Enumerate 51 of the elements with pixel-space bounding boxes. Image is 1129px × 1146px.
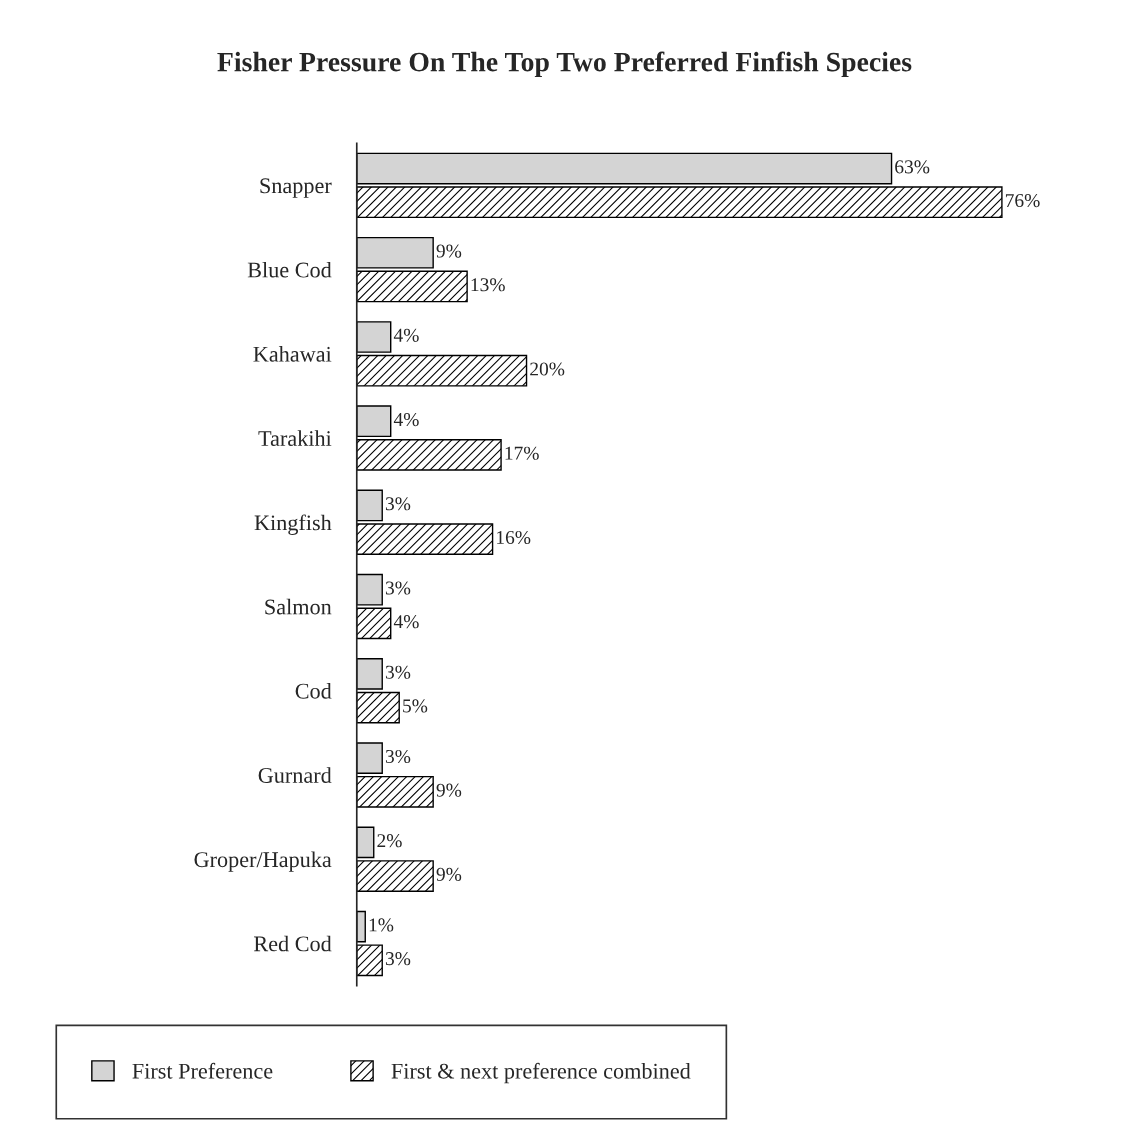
y-tick-label: Snapper xyxy=(260,178,332,198)
y-tick-label: Tarakihi xyxy=(258,430,332,446)
y-tick-label: Salmon xyxy=(265,598,332,615)
data-label: 9% xyxy=(436,244,462,258)
bar xyxy=(356,321,392,353)
bar xyxy=(356,944,383,977)
y-tick-label: Gurnard xyxy=(258,767,332,783)
data-label: 1% xyxy=(369,918,394,932)
data-label: 5% xyxy=(403,699,428,713)
data-label: 9% xyxy=(436,867,462,881)
bar xyxy=(356,186,1003,219)
bar xyxy=(356,489,383,522)
bar xyxy=(356,775,434,808)
bar xyxy=(356,523,494,555)
data-label: 3% xyxy=(385,665,411,679)
chart-title: Fisher Pressure On The Top Two Preferred Finfish Species xyxy=(217,51,912,78)
data-label: 3% xyxy=(385,952,411,966)
data-label: 3% xyxy=(385,581,411,595)
bar xyxy=(356,439,502,471)
bar xyxy=(356,860,434,892)
bar xyxy=(356,270,468,303)
data-label: 76% xyxy=(1005,193,1040,208)
data-label: 16% xyxy=(497,530,531,545)
data-label: 2% xyxy=(377,834,402,848)
bar xyxy=(356,152,893,185)
legend-label: First & next preference combined xyxy=(391,1062,691,1084)
data-label: 4% xyxy=(393,412,419,427)
data-label: 3% xyxy=(385,497,411,511)
y-tick-label: Red Cod xyxy=(254,935,332,952)
y-tick-label: Cod xyxy=(295,683,332,699)
bar xyxy=(356,607,392,640)
data-label: 4% xyxy=(393,328,419,342)
y-tick-label: Blue Cod xyxy=(247,261,332,278)
data-label: 20% xyxy=(530,362,565,376)
data-label: 3% xyxy=(385,749,411,764)
y-tick-label: Kahawai xyxy=(253,346,332,362)
legend-label: First Preference xyxy=(132,1062,273,1079)
bar xyxy=(356,691,400,724)
y-tick-label: Groper/Hapuka xyxy=(194,851,332,872)
y-tick-label: Kingfish xyxy=(254,514,332,535)
data-label: 13% xyxy=(471,278,505,292)
bar xyxy=(356,658,383,690)
data-label: 4% xyxy=(393,615,419,629)
bar xyxy=(356,405,392,438)
bar xyxy=(356,236,434,269)
bar xyxy=(356,354,528,387)
data-label: 63% xyxy=(895,160,930,174)
bar xyxy=(356,742,383,774)
bar xyxy=(356,573,383,606)
data-label: 9% xyxy=(436,783,462,797)
data-label: 17% xyxy=(505,446,539,460)
